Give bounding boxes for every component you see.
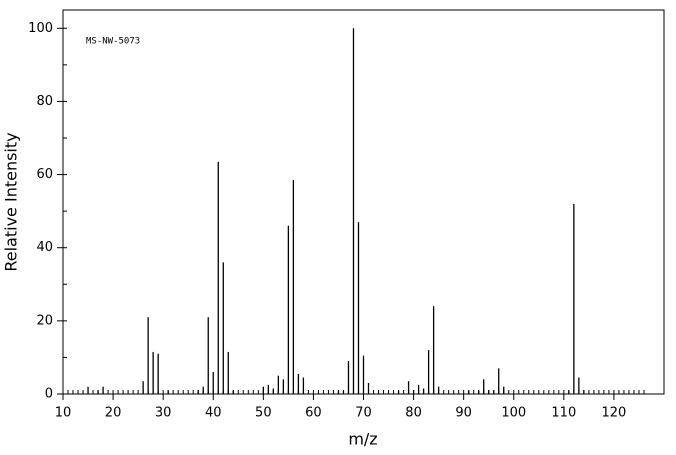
x-tick-label: 90	[455, 406, 472, 421]
x-tick-label: 50	[255, 406, 272, 421]
x-tick-label: 40	[205, 406, 222, 421]
y-tick-label: 20	[36, 313, 53, 328]
y-tick-label: 0	[45, 387, 53, 402]
x-tick-label: 100	[501, 406, 526, 421]
x-tick-label: 60	[305, 406, 322, 421]
x-tick-label: 120	[602, 406, 627, 421]
annotation: MS-NW-5073	[86, 37, 140, 47]
y-tick-label: 80	[36, 94, 53, 109]
x-tick-label: 70	[355, 406, 372, 421]
x-tick-label: 10	[55, 406, 72, 421]
y-tick-label: 40	[36, 240, 53, 255]
x-tick-label: 20	[105, 406, 122, 421]
x-tick-label: 30	[155, 406, 172, 421]
x-axis-label: m/z	[348, 430, 377, 449]
x-tick-label: 110	[551, 406, 576, 421]
x-tick-label: 80	[405, 406, 422, 421]
y-tick-label: 60	[36, 167, 53, 182]
y-tick-label: 100	[28, 21, 53, 36]
y-axis-label: Relative Intensity	[2, 132, 21, 271]
